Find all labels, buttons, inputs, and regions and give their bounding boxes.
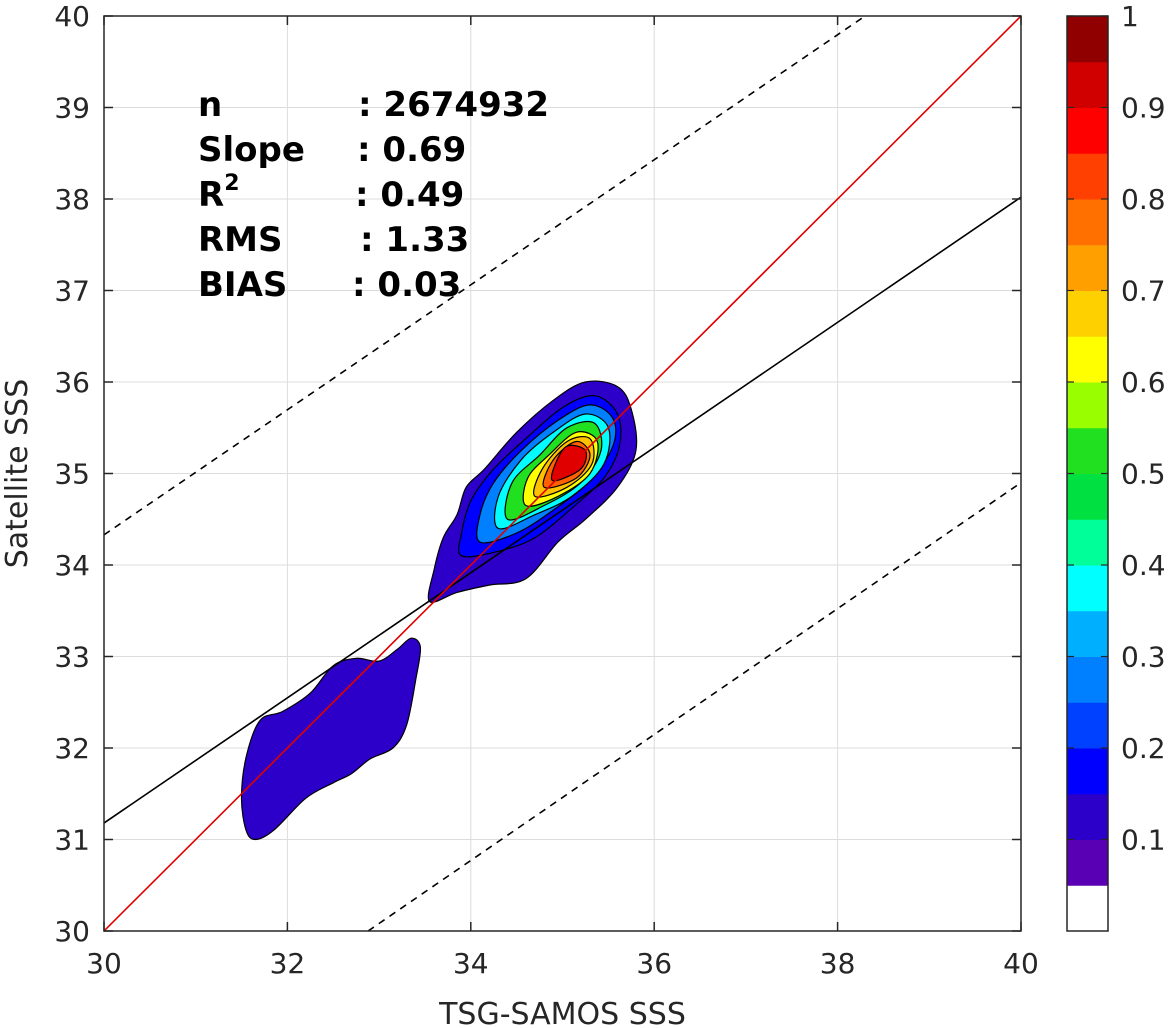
stat-label: BIAS (198, 265, 287, 305)
contour-fills (240, 380, 638, 841)
stat-value: : 1.33 (360, 220, 469, 260)
stat-label: Slope (198, 130, 305, 170)
colorbar-tick-label: 0.6 (1121, 366, 1166, 399)
colorbar-tick-label: 0.1 (1121, 824, 1166, 857)
one-to-one-line (104, 16, 1021, 931)
stat-label-sup: 2 (224, 171, 239, 196)
y-tick-label: 40 (54, 0, 90, 33)
x-tick-labels: 30 32 34 36 38 40 (86, 947, 1039, 980)
tick-marks (103, 15, 1022, 932)
colorbar-segment (1067, 427, 1108, 474)
colorbar-segment (1067, 610, 1108, 657)
x-tick-label: 32 (270, 947, 306, 980)
colorbar-segment (1067, 702, 1108, 749)
colorbar-segment (1067, 290, 1108, 337)
colorbar-tick-label: 0.8 (1121, 183, 1166, 216)
colorbar-tick-label: 0.2 (1121, 732, 1166, 765)
stats-annotation: n : 2674932 Slope : 0.69 R2 : 0.49 RMS : 1.33 BI… (198, 85, 549, 305)
stat-value: : 0.69 (357, 130, 466, 170)
x-tick-label: 40 (1003, 947, 1039, 980)
colorbar-tick-label: 1 (1121, 0, 1139, 33)
y-tick-label: 30 (54, 915, 90, 948)
colorbar-tick-label: 0.9 (1121, 92, 1166, 125)
stat-label-text: n (198, 85, 222, 125)
y-tick-label: 35 (54, 458, 90, 491)
reference-lines (104, 16, 1021, 931)
colorbar-segment (1067, 107, 1108, 154)
stat-label: R2 (198, 171, 240, 215)
colorbar-segment (1067, 61, 1108, 108)
colorbar-segment (1067, 336, 1108, 383)
colorbar-tick-label: 0.7 (1121, 275, 1166, 308)
y-axis-label: Satellite SSS (0, 379, 35, 569)
stat-label: RMS (198, 220, 283, 260)
colorbar-segment (1067, 382, 1108, 429)
contour-level-9 (550, 444, 588, 482)
upper-bound-line (104, 16, 866, 536)
stat-label-text: BIAS (198, 265, 287, 305)
colorbar-segment (1067, 244, 1108, 291)
contour-level-0 (240, 637, 422, 841)
x-axis-label: TSG-SAMOS SSS (438, 997, 686, 1028)
colorbar-segment (1067, 748, 1108, 795)
colorbar-segment (1067, 199, 1108, 246)
y-tick-label: 34 (54, 549, 90, 582)
colorbar-segment (1067, 656, 1108, 703)
stat-label-text: R (198, 175, 224, 215)
colorbar-segment (1067, 565, 1108, 612)
colorbar-tick-labels: 0.1 0.2 0.3 0.4 0.5 0.6 0.7 0.8 0.9 1 (1067, 0, 1166, 857)
colorbar-segment (1067, 793, 1108, 840)
y-tick-labels: 30 31 32 33 34 35 36 37 38 39 40 (54, 0, 90, 948)
colorbar-segment (1067, 153, 1108, 200)
colorbar-segment (1067, 519, 1108, 566)
colorbar (1066, 15, 1109, 932)
fit-line (104, 196, 1021, 824)
colorbar-segment (1067, 839, 1108, 886)
stat-value: : 0.49 (355, 175, 464, 215)
colorbar-tick-label: 0.5 (1121, 458, 1166, 491)
y-tick-label: 38 (54, 183, 90, 216)
stat-label: n (198, 85, 222, 125)
x-tick-label: 34 (453, 947, 489, 980)
x-tick-label: 30 (86, 947, 122, 980)
y-tick-label: 39 (54, 92, 90, 125)
y-tick-label: 36 (54, 366, 90, 399)
stat-value: : 2674932 (358, 85, 549, 125)
stat-label-text: RMS (198, 220, 283, 260)
stat-value: : 0.03 (352, 265, 461, 305)
y-tick-label: 33 (54, 641, 90, 674)
y-tick-label: 31 (54, 824, 90, 857)
x-tick-label: 38 (820, 947, 856, 980)
colorbar-segment (1067, 473, 1108, 520)
colorbar-segment (1067, 885, 1108, 932)
x-tick-label: 36 (636, 947, 672, 980)
colorbar-tick-label: 0.3 (1121, 641, 1166, 674)
colorbar-tick-label: 0.4 (1121, 549, 1166, 582)
y-tick-label: 32 (54, 732, 90, 765)
y-tick-label: 37 (54, 275, 90, 308)
stat-label-text: Slope (198, 130, 305, 170)
colorbar-segment (1067, 16, 1108, 63)
lower-bound-line (367, 481, 1021, 931)
